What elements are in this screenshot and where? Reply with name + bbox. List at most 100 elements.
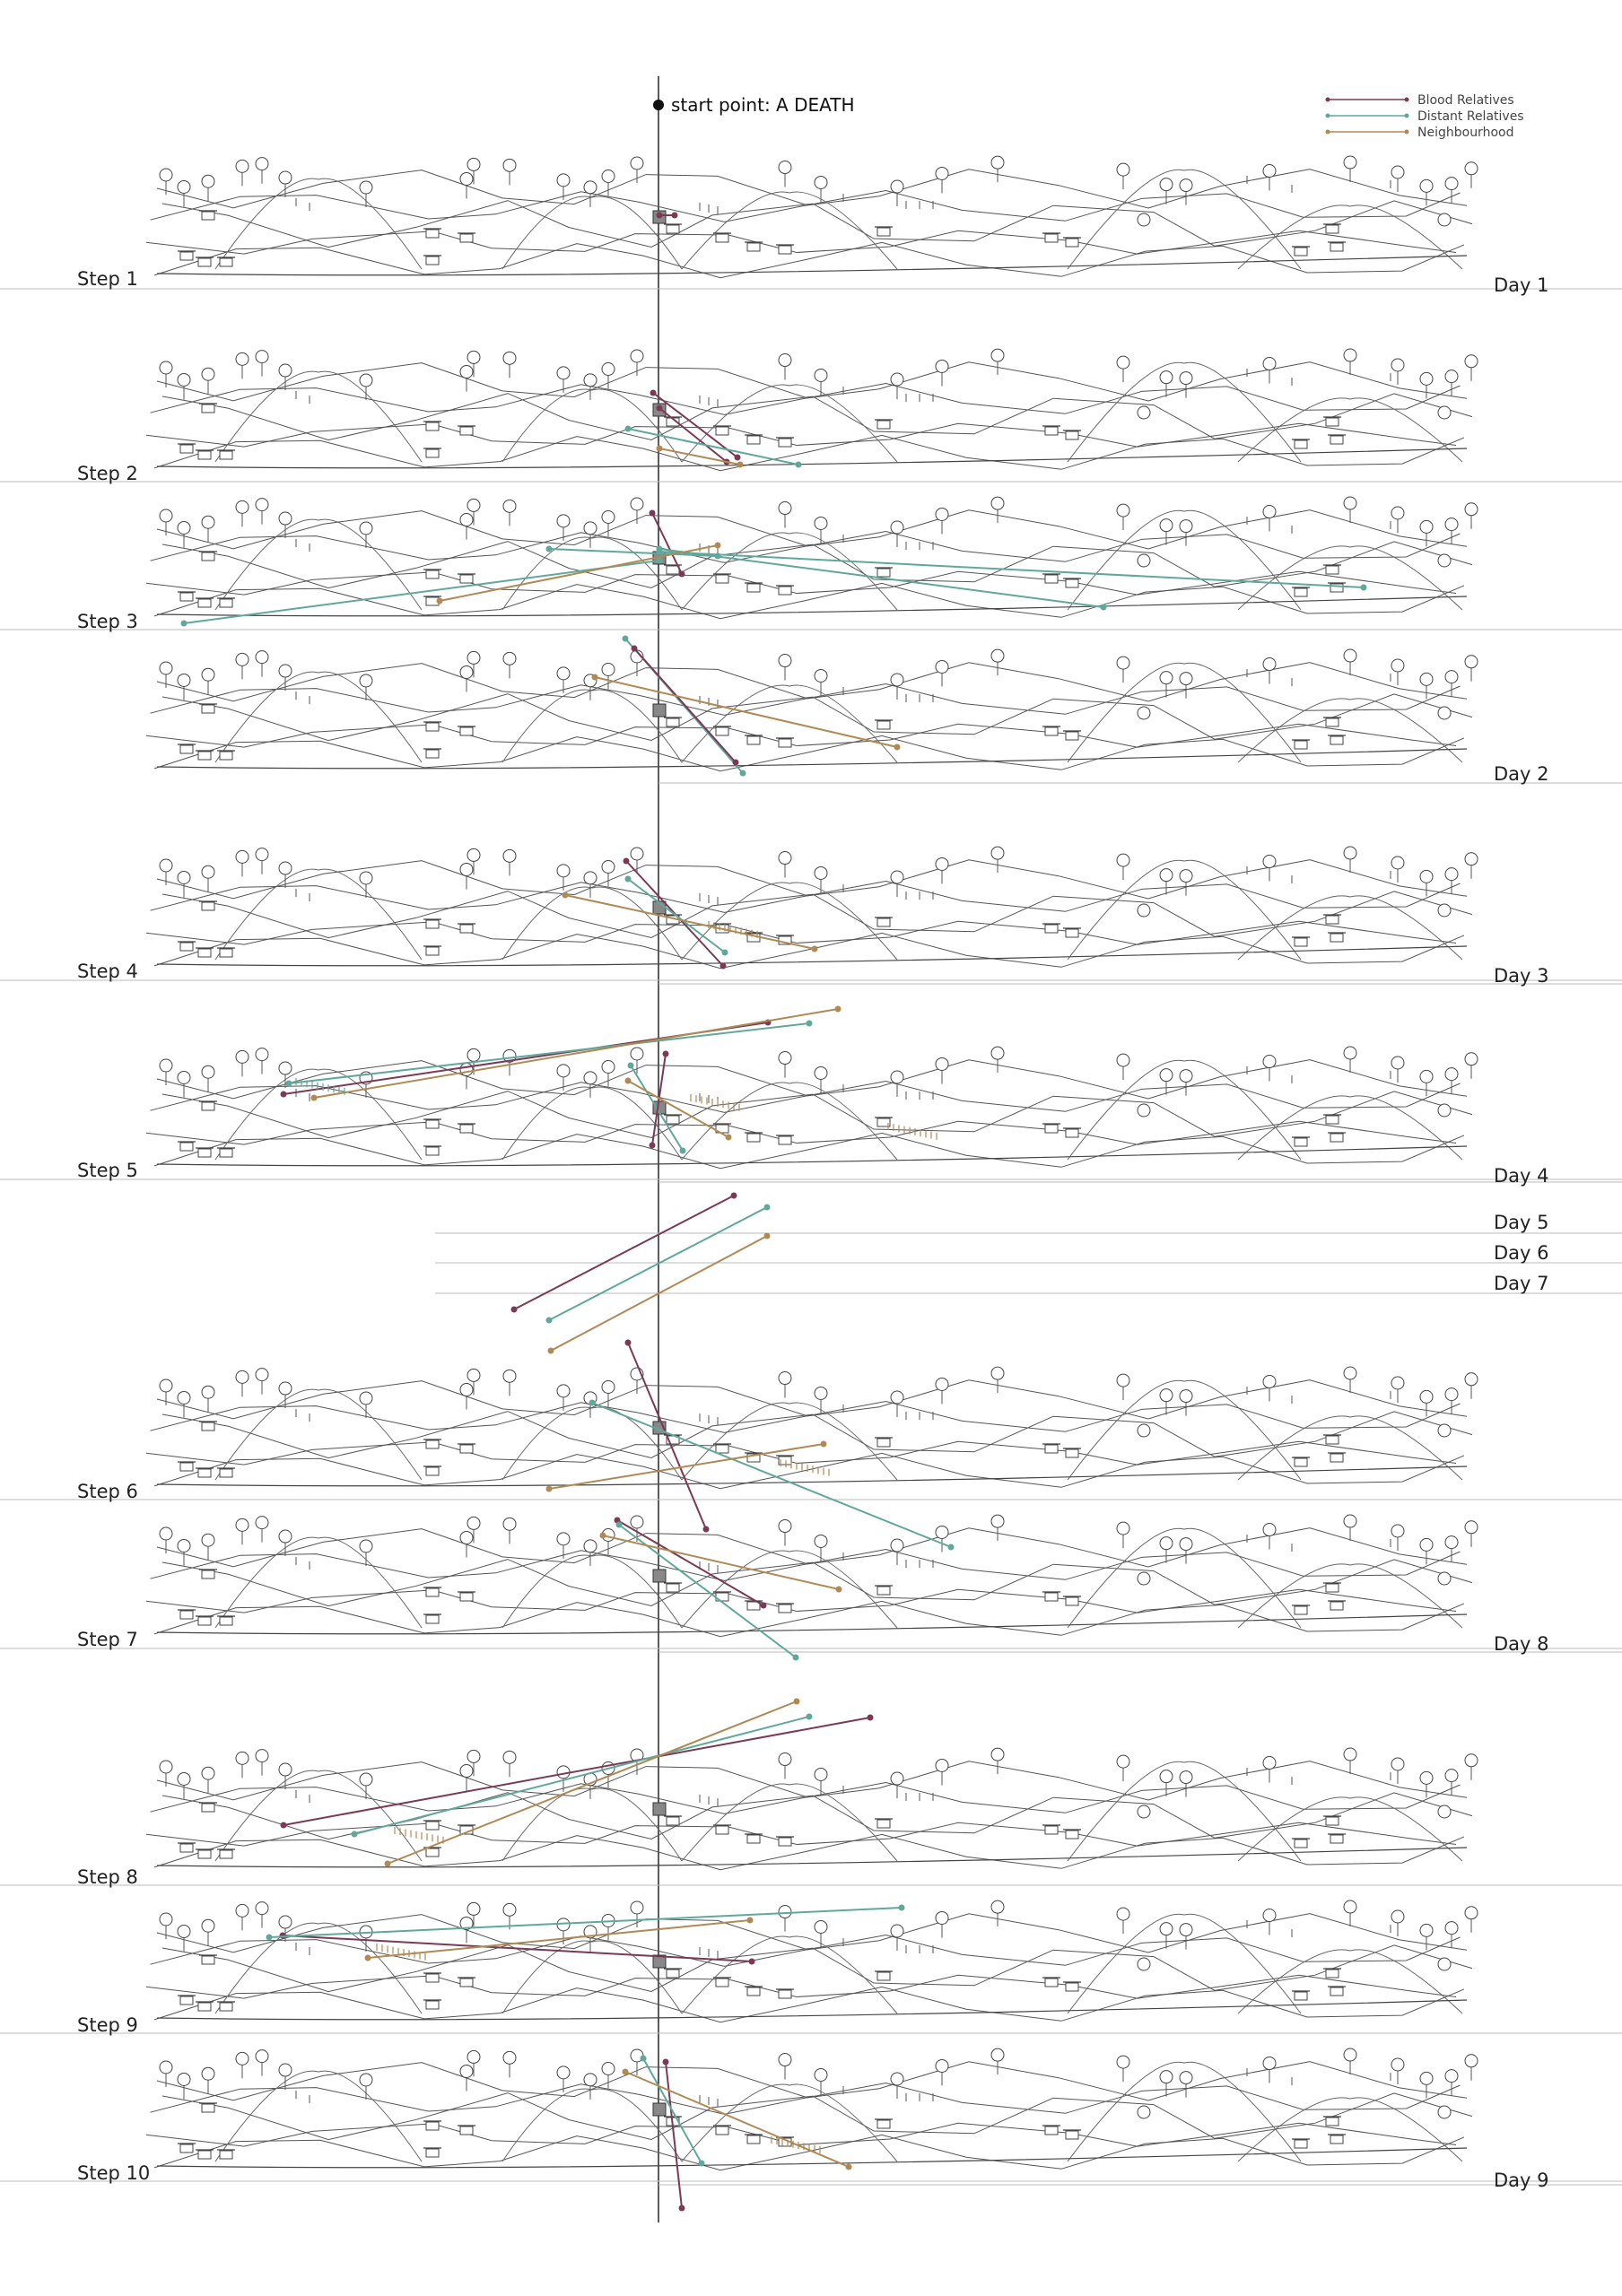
tree-icon xyxy=(1159,370,1173,385)
mountain-outline xyxy=(501,689,683,763)
day-label: Day 6 xyxy=(1494,1242,1549,1264)
connection-endpoint xyxy=(280,1091,287,1098)
tree-icon xyxy=(1116,1754,1130,1769)
connection-line xyxy=(618,1524,797,1658)
tree-icon xyxy=(467,2049,481,2064)
terrain-contour xyxy=(145,723,1457,748)
house-icon xyxy=(715,1825,729,1835)
connection-line xyxy=(353,1716,810,1835)
connection-line xyxy=(548,1443,824,1490)
tree-icon xyxy=(1116,503,1130,517)
tree-icon xyxy=(459,1382,474,1396)
mountain-outline xyxy=(1067,1761,1302,1862)
tree-icon xyxy=(1343,2048,1357,2062)
house-icon xyxy=(459,1592,474,1602)
connection-line xyxy=(550,1235,768,1352)
tree-icon xyxy=(778,1519,792,1534)
house-icon xyxy=(219,450,233,460)
tree-icon xyxy=(935,359,949,373)
tree-icon xyxy=(278,861,292,875)
terrain-contour xyxy=(150,1400,1461,1433)
connection-line xyxy=(268,1907,903,1938)
house-icon xyxy=(778,1135,792,1145)
tree-icon xyxy=(359,871,373,885)
house-icon xyxy=(1065,578,1079,588)
mountain-outline xyxy=(501,1554,683,1629)
connection-line xyxy=(183,560,660,624)
tree-icon xyxy=(278,170,292,185)
mountain-outline xyxy=(501,2088,683,2162)
tree-icon xyxy=(1419,1923,1434,1937)
house-icon xyxy=(666,565,680,575)
tree-icon xyxy=(177,2072,191,2086)
house-icon xyxy=(197,1849,212,1859)
house-icon xyxy=(715,426,729,436)
tree-icon xyxy=(201,2066,215,2081)
tree-icon xyxy=(159,1058,173,1073)
central-building-icon xyxy=(652,1954,667,1969)
house-icon xyxy=(778,1989,792,1999)
tree-icon xyxy=(990,1747,1005,1761)
house-icon xyxy=(1044,2126,1059,2135)
ground-line xyxy=(156,1465,1468,1487)
house-icon xyxy=(876,2119,891,2129)
day-label: Day 1 xyxy=(1494,274,1549,296)
connection-line xyxy=(548,1206,768,1321)
house-icon xyxy=(1330,1133,1344,1143)
tree-icon xyxy=(1444,1921,1459,1935)
terrain-contour xyxy=(145,570,1457,596)
tree-icon xyxy=(502,1369,517,1383)
mountain-outline xyxy=(1237,1796,1463,1862)
tree-icon xyxy=(1137,1805,1151,1819)
mountain-outline xyxy=(1237,1095,1463,1161)
house-icon xyxy=(1325,1583,1339,1593)
house-icon xyxy=(425,1821,440,1831)
house-icon xyxy=(425,1973,440,1983)
house-icon xyxy=(746,1133,761,1143)
tree-icon xyxy=(778,353,792,368)
connection-line xyxy=(642,2057,702,2164)
house-icon xyxy=(219,257,233,267)
connection-endpoint xyxy=(894,744,901,751)
terrain-contour xyxy=(153,1600,1465,1638)
house-icon xyxy=(876,1438,891,1448)
house-icon xyxy=(746,1987,761,1996)
tree-icon xyxy=(1464,1372,1478,1387)
mountain-outline xyxy=(681,684,898,763)
mountain-outline xyxy=(501,1940,683,2014)
tree-icon xyxy=(601,2062,615,2076)
tree-icon xyxy=(159,661,173,675)
house-icon xyxy=(1294,247,1308,257)
tree-icon xyxy=(467,650,481,665)
tree-icon xyxy=(630,847,644,861)
house-icon xyxy=(459,426,474,436)
tree-icon xyxy=(159,1378,173,1393)
tree-icon xyxy=(935,1057,949,1071)
connection-endpoint xyxy=(656,404,663,412)
connection-endpoint xyxy=(623,857,630,865)
ground-line xyxy=(156,596,1468,617)
connection-line xyxy=(658,551,1365,588)
tree-icon xyxy=(467,1368,481,1382)
terrain-contour xyxy=(145,920,1457,945)
house-icon xyxy=(1330,1834,1344,1844)
terrain-contour xyxy=(150,530,1461,563)
tree-icon xyxy=(1437,1957,1452,1971)
connection-line xyxy=(630,1065,684,1152)
tree-icon xyxy=(1179,371,1193,386)
tree-icon xyxy=(890,520,904,535)
tree-icon xyxy=(1444,517,1459,532)
tree-icon xyxy=(159,168,173,182)
house-icon xyxy=(1325,718,1339,727)
connection-endpoint xyxy=(702,1526,710,1533)
tree-icon xyxy=(990,1514,1005,1528)
house-icon xyxy=(197,751,212,761)
tree-icon xyxy=(502,651,517,665)
tree-icon xyxy=(1159,2070,1173,2084)
tree-icon xyxy=(1116,355,1130,370)
tree-icon xyxy=(556,1384,571,1398)
tree-icon xyxy=(359,1539,373,1553)
tree-icon xyxy=(778,654,792,668)
mountain-outline xyxy=(681,1783,898,1862)
tree-icon xyxy=(255,498,269,512)
